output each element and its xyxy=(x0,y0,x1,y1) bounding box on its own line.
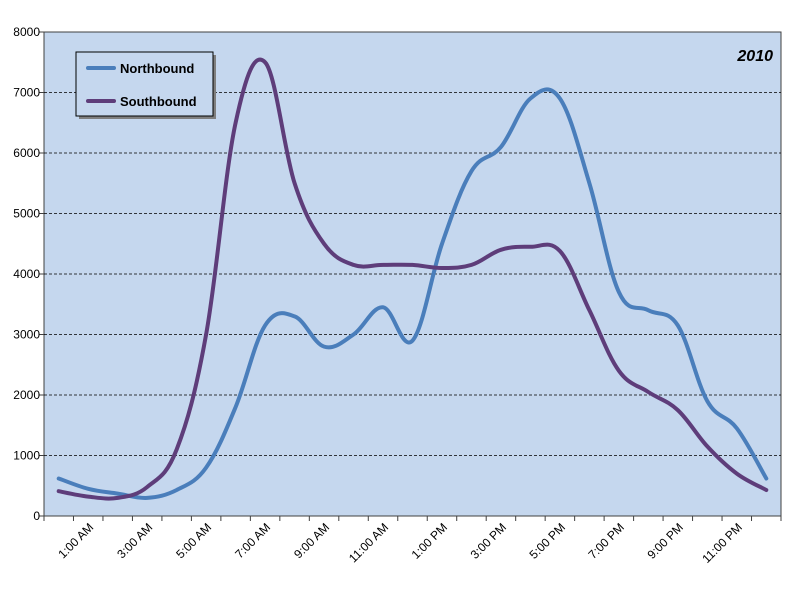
legend-label-southbound: Southbound xyxy=(120,94,197,109)
x-tick-label: 9:00 AM xyxy=(291,520,332,561)
x-axis: 1:00 AM 3:00 AM 5:00 AM 7:00 AM 9:00 AM 11:00… xyxy=(43,516,782,566)
series-line-southbound xyxy=(56,57,769,501)
x-tick-label: 7:00 PM xyxy=(585,520,627,562)
y-tick-label: 5000 xyxy=(13,207,40,221)
x-tick-label: 7:00 AM xyxy=(232,520,273,561)
x-tick-label: 5:00 AM xyxy=(173,520,214,561)
y-tick-label: 8000 xyxy=(13,25,40,39)
x-tick-label: 11:00 AM xyxy=(346,520,391,565)
y-tick-label: 6000 xyxy=(13,146,40,160)
x-tick-label: 1:00 PM xyxy=(409,520,451,562)
x-tick-label: 3:00 PM xyxy=(468,520,510,562)
x-tick-label: 11:00 PM xyxy=(699,520,745,566)
y-tick-label: 0 xyxy=(33,509,40,523)
y-tick-label: 3000 xyxy=(13,328,40,342)
legend-label-northbound: Northbound xyxy=(120,61,194,76)
x-tick-label: 1:00 AM xyxy=(55,520,96,561)
x-tick-label: 5:00 PM xyxy=(527,520,569,562)
y-axis: 0 1000 2000 3000 4000 5000 6000 7000 8000 xyxy=(13,25,44,523)
y-tick-label: 7000 xyxy=(13,86,40,100)
x-tick-label: 3:00 AM xyxy=(114,520,155,561)
y-tick-label: 4000 xyxy=(13,267,40,281)
y-tick-label: 2000 xyxy=(13,388,40,402)
y-tick-label: 1000 xyxy=(13,449,40,463)
series-line-northbound xyxy=(56,87,769,500)
legend: Northbound Southbound xyxy=(75,51,216,119)
x-tick-label: 9:00 PM xyxy=(644,520,686,562)
chart-title: 2010 xyxy=(736,48,773,65)
series-lines xyxy=(56,57,769,501)
legend-box xyxy=(75,51,214,117)
